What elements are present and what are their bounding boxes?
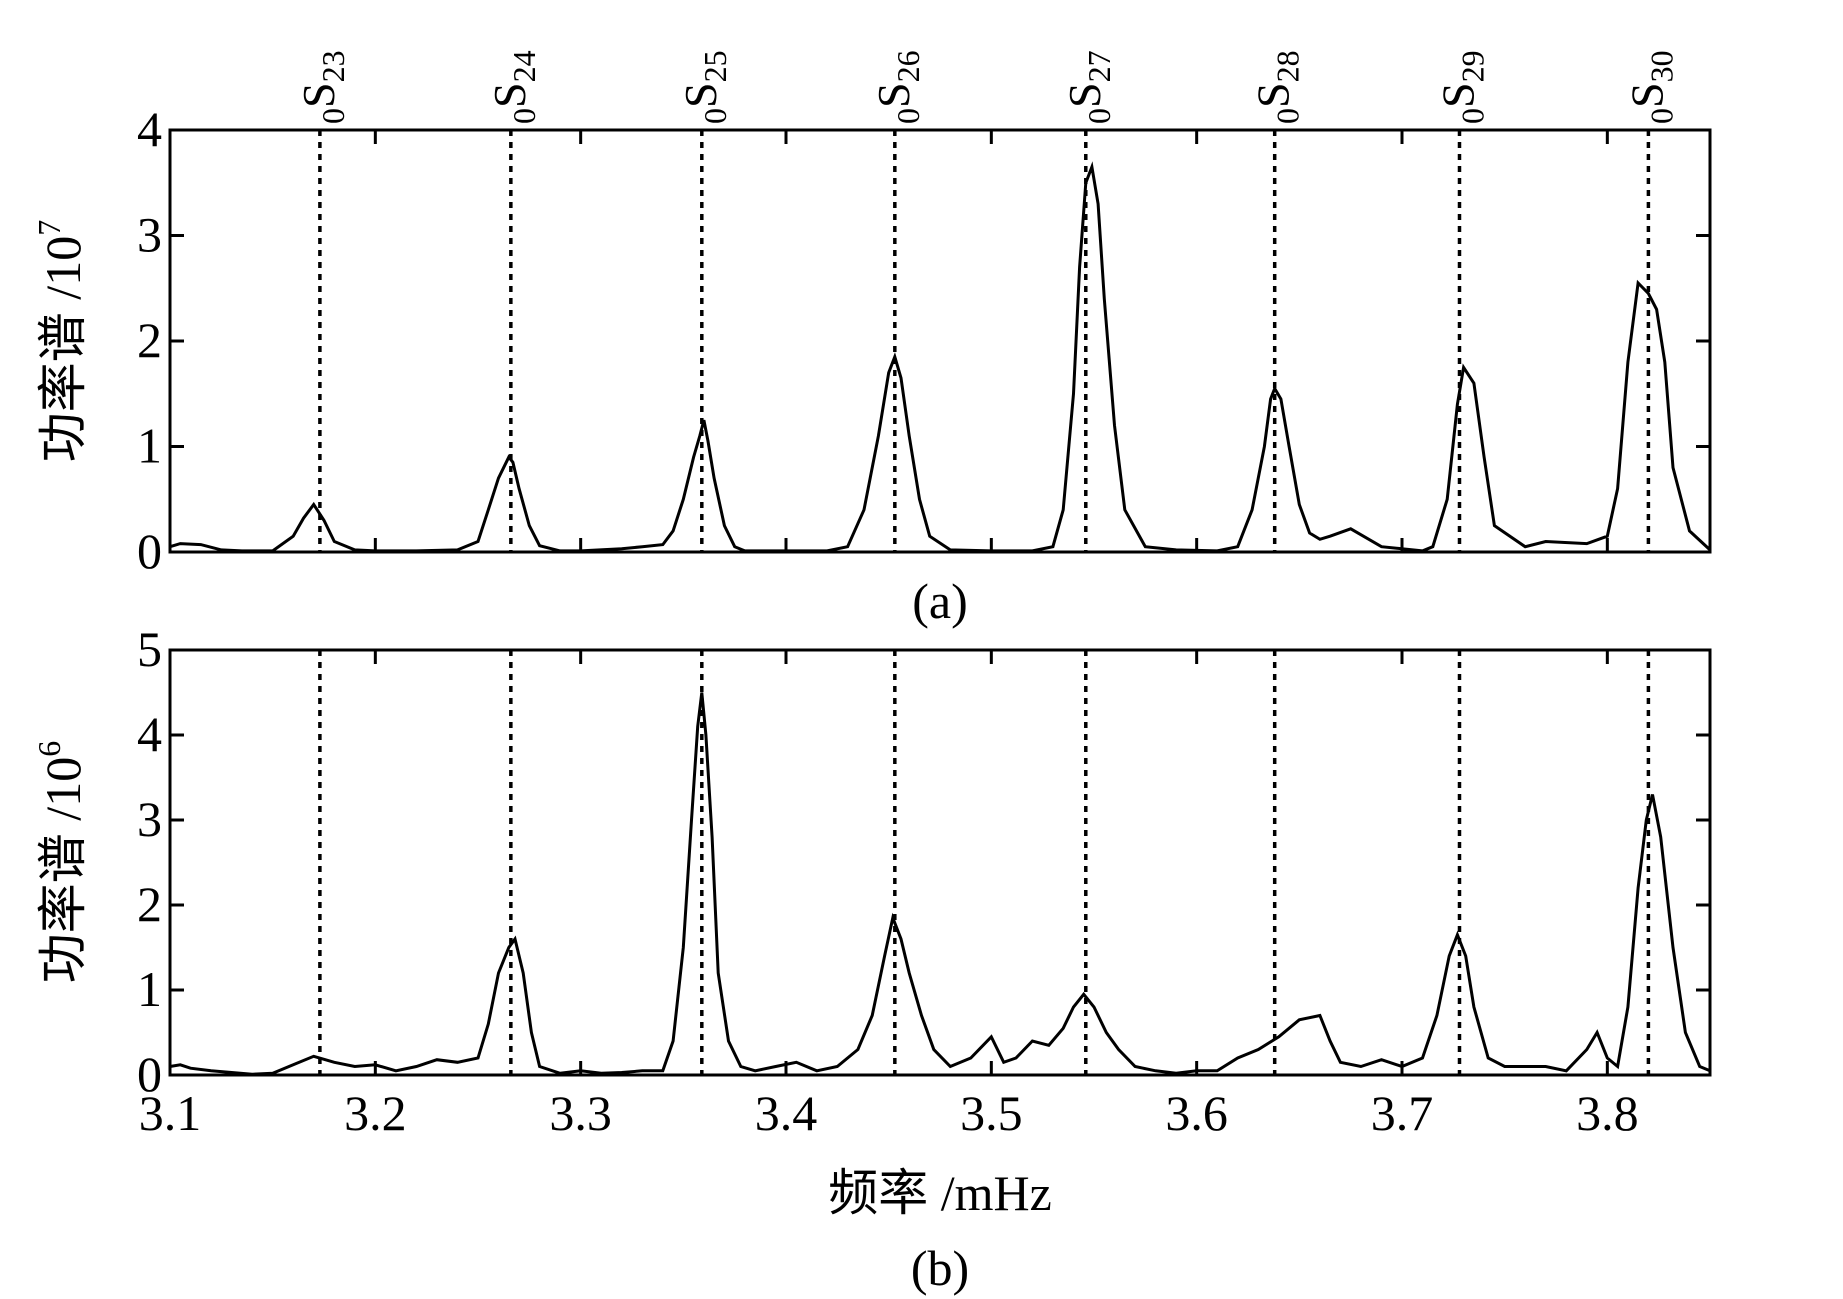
svg-text:0S24: 0S24 [484,50,542,124]
plot-frame-a [168,128,1712,554]
svg-text:0S30: 0S30 [1621,50,1679,124]
svg-text:0S26: 0S26 [868,50,926,124]
plot-frame-b [168,648,1712,1077]
panel-label-b: (b) [911,1240,969,1296]
panel-label-a: (a) [912,573,968,629]
x-tick-label-5: 3.6 [1165,1085,1228,1141]
y-tick-label-b-1: 1 [137,961,162,1017]
x-tick-label-7: 3.8 [1576,1085,1639,1141]
x-tick-label-3: 3.4 [755,1085,818,1141]
mode-label-25: 0S25 [675,50,733,124]
svg-text:0S28: 0S28 [1248,50,1306,124]
y-tick-label-a-3: 3 [137,207,162,263]
mode-label-28: 0S28 [1248,50,1306,124]
mode-label-29: 0S29 [1432,50,1490,124]
x-axis-label: 频率 /mHz [828,1165,1052,1221]
x-tick-label-4: 3.5 [960,1085,1023,1141]
panel-a: 0 1 2 3 4 0S23 0S24 0S25 0S26 0S27 0S28 0S29 0S30 功… [31,50,1712,629]
y-axis-label-a: 功率谱 /107 [31,220,91,462]
x-axis-ticks-a [168,130,1609,552]
y-tick-label-a-2: 2 [137,312,162,368]
y-tick-label-b-5: 5 [137,621,162,677]
power-spectrum-line-b [169,692,1711,1076]
x-tick-label-1: 3.2 [344,1085,407,1141]
x-tick-label-0: 3.1 [139,1085,202,1141]
mode-label-23: 0S23 [293,50,351,124]
x-tick-label-6: 3.7 [1371,1085,1434,1141]
mode-labels: 0S23 0S24 0S25 0S26 0S27 0S28 0S29 0S30 [293,50,1680,124]
mode-lines-a [318,130,1651,552]
y-axis-label-b: 功率谱 /106 [31,741,91,983]
y-axis-ticks-a: 0 1 2 3 4 [137,101,1710,579]
panel-b: 0 1 2 3 4 5 3.1 3.2 3.3 3.4 3.5 3.6 3.7 3.8 功率谱 /106… [31,621,1712,1296]
y-tick-label-a-4: 4 [137,101,162,157]
y-axis-ticks-b: 0 1 2 3 4 5 [137,621,1710,1102]
x-tick-label-2: 3.3 [549,1085,612,1141]
y-tick-label-b-0: 0 [137,1046,162,1102]
mode-label-27: 0S27 [1059,50,1117,124]
y-tick-label-a-1: 1 [137,418,162,474]
mode-label-24: 0S24 [484,50,542,124]
mode-label-30: 0S30 [1621,50,1679,124]
mode-lines-b [318,650,1651,1075]
power-spectrum-line-a [169,161,1712,553]
svg-text:0S25: 0S25 [675,50,733,124]
y-tick-label-a-0: 0 [137,523,162,579]
y-tick-label-b-2: 2 [137,876,162,932]
svg-text:0S23: 0S23 [293,50,351,124]
y-tick-label-b-3: 3 [137,791,162,847]
svg-text:0S29: 0S29 [1432,50,1490,124]
mode-label-26: 0S26 [868,50,926,124]
svg-text:0S27: 0S27 [1059,50,1117,124]
x-axis-ticks-b: 3.1 3.2 3.3 3.4 3.5 3.6 3.7 3.8 [139,650,1639,1141]
y-tick-label-b-4: 4 [137,706,162,762]
